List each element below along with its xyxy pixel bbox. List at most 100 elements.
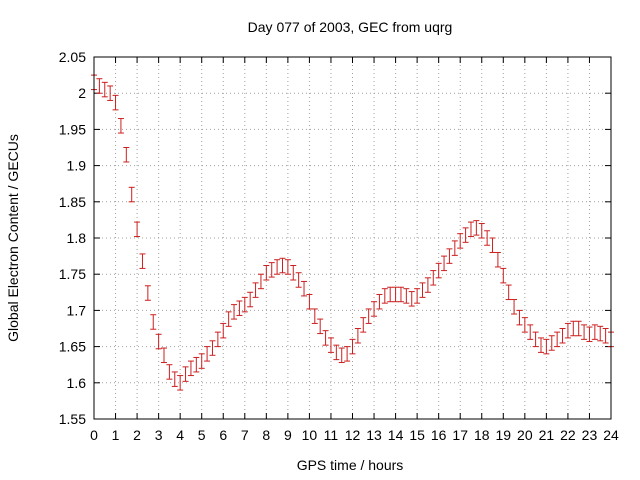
data-point <box>451 240 458 256</box>
data-point <box>349 338 356 355</box>
data-point <box>220 322 227 339</box>
x-tick-label: 11 <box>324 427 339 443</box>
x-tick-label: 6 <box>219 427 227 443</box>
data-point <box>537 337 544 353</box>
y-tick-label: 1.8 <box>67 230 87 246</box>
x-tick-label: 7 <box>241 427 249 443</box>
data-point <box>387 286 394 303</box>
x-tick-labels: 0 1 2 3 4 5 6 7 8 9 10 11 12 13 14 15 16 17 18 19 20 21 22 23 24 <box>90 57 619 443</box>
data-point <box>241 296 248 313</box>
data-point <box>193 356 200 373</box>
y-tick-label: 1.55 <box>59 411 86 427</box>
data-point <box>419 282 426 298</box>
data-point <box>344 346 351 362</box>
data-point <box>204 346 211 362</box>
data-point <box>446 248 453 264</box>
data-point <box>457 233 464 249</box>
data-point <box>317 318 324 335</box>
data-point <box>462 227 469 243</box>
y-tick-label: 1.7 <box>67 302 87 318</box>
x-tick-label: 22 <box>560 427 576 443</box>
data-point <box>155 333 162 350</box>
data-point <box>376 293 383 310</box>
x-tick-label: 20 <box>517 427 533 443</box>
data-point <box>311 308 318 324</box>
x-tick-label: 14 <box>388 427 404 443</box>
data-point <box>554 331 561 348</box>
data-point <box>139 253 146 269</box>
y-tick-label: 1.9 <box>67 158 87 174</box>
y-tick-label: 1.6 <box>67 375 87 391</box>
data-point <box>559 328 566 344</box>
data-point <box>144 285 151 301</box>
data-point <box>408 291 415 307</box>
data-point <box>107 85 114 101</box>
data-point <box>214 331 221 348</box>
data-point <box>505 284 512 301</box>
data-point <box>257 273 264 290</box>
data-point <box>306 293 313 310</box>
data-point <box>478 223 485 239</box>
data-point <box>414 288 421 304</box>
x-tick-label: 2 <box>133 427 141 443</box>
data-point <box>354 328 361 344</box>
data-point <box>301 280 308 297</box>
data-point <box>586 326 593 343</box>
data-point <box>112 94 119 111</box>
data-point <box>166 364 173 380</box>
x-tick-label: 8 <box>262 427 270 443</box>
x-tick-label: 3 <box>155 427 163 443</box>
data-point <box>236 300 243 316</box>
y-tick-label: 2 <box>78 85 86 101</box>
y-axis-label: Global Electron Content / GECUs <box>5 134 21 342</box>
x-tick-label: 4 <box>176 427 184 443</box>
data-point <box>128 186 135 203</box>
data-point <box>543 338 550 355</box>
data-point <box>150 314 157 330</box>
data-point <box>548 335 555 351</box>
chart-title: Day 077 of 2003, GEC from uqrg <box>248 19 453 35</box>
data-point <box>511 299 518 315</box>
data-point <box>182 366 189 382</box>
data-point <box>473 220 480 236</box>
data-point <box>371 301 378 317</box>
data-point <box>290 265 297 281</box>
data-point <box>231 304 238 320</box>
data-point <box>424 277 431 293</box>
x-tick-label: 10 <box>302 427 318 443</box>
data-point <box>532 331 539 348</box>
x-tick-label: 19 <box>496 427 512 443</box>
y-tick-label: 2.05 <box>59 49 86 65</box>
data-point <box>575 320 582 337</box>
data-point <box>322 330 329 346</box>
data-point <box>279 257 286 274</box>
data-point <box>392 286 399 303</box>
data-point <box>602 328 609 344</box>
data-point <box>171 371 178 387</box>
data-point <box>177 375 184 391</box>
data-point <box>333 344 340 361</box>
x-tick-label: 12 <box>345 427 361 443</box>
data-point <box>225 311 232 327</box>
error-bars <box>91 74 614 391</box>
x-tick-label: 21 <box>539 427 555 443</box>
y-tick-label: 1.85 <box>59 194 86 210</box>
data-point <box>134 221 141 238</box>
data-point <box>591 324 598 340</box>
x-tick-label: 13 <box>366 427 382 443</box>
y-tick-label: 1.95 <box>59 121 86 137</box>
data-point <box>527 324 534 340</box>
data-point <box>397 286 404 303</box>
x-tick-label: 9 <box>284 427 292 443</box>
x-tick-label: 15 <box>409 427 425 443</box>
x-tick-label: 18 <box>474 427 490 443</box>
y-tick-label: 1.65 <box>59 339 86 355</box>
x-tick-label: 5 <box>198 427 206 443</box>
data-point <box>489 237 496 253</box>
data-point <box>327 337 334 353</box>
data-point <box>564 322 571 339</box>
data-point <box>338 347 345 364</box>
data-point <box>403 288 410 304</box>
plot-frame <box>93 56 612 420</box>
data-point <box>101 81 108 98</box>
